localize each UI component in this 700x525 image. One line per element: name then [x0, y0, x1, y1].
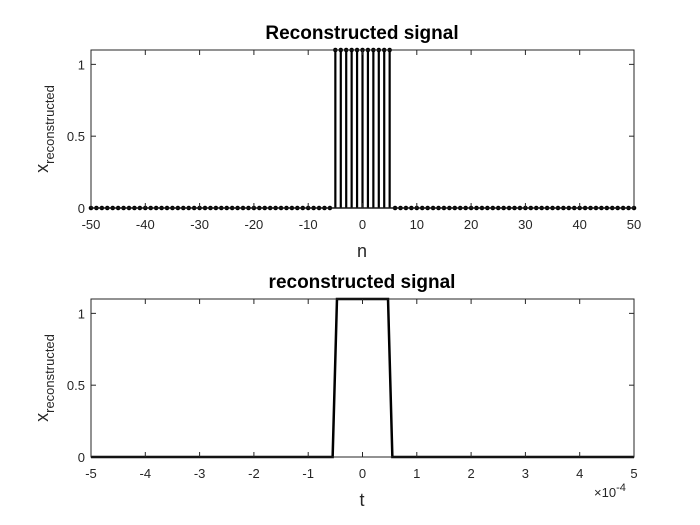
x-axis-label: n — [357, 241, 367, 261]
x-tick-label: -2 — [248, 466, 260, 481]
line-plot-panel: reconstructed signal -5 -4 -3 -2 -1 0 1 2 3 4 5 0 0.… — [32, 272, 638, 510]
stem-plot-panel: Reconstructed signal -50 -40 -30 -20 -10 0 10 2… — [32, 23, 641, 261]
y-tick-label: 0 — [78, 450, 85, 465]
x-tick-label: 30 — [518, 217, 532, 232]
x-tick-label: -20 — [245, 217, 264, 232]
x-tick-label: 3 — [522, 466, 529, 481]
x-tick-label: 2 — [467, 466, 474, 481]
y-axis-label: xreconstructed — [32, 85, 57, 173]
x-tick-label: 50 — [627, 217, 641, 232]
x-tick-label: 0 — [359, 466, 366, 481]
y-axis-label-main: x — [32, 413, 52, 422]
chart-title: Reconstructed signal — [265, 23, 458, 44]
x-tick-label: 20 — [464, 217, 478, 232]
x-tick-label: 10 — [410, 217, 424, 232]
x-tick-label: 1 — [413, 466, 420, 481]
y-tick-label: 0.5 — [67, 129, 85, 144]
x-tick-label: -5 — [85, 466, 97, 481]
x-tick-label: -1 — [302, 466, 314, 481]
x-tick-label: -30 — [190, 217, 209, 232]
y-axis-label-main: x — [32, 164, 52, 173]
x-tick-label: -10 — [299, 217, 318, 232]
x-tick-label: 40 — [572, 217, 586, 232]
x-tick-label: -40 — [136, 217, 155, 232]
x-exponent-label: ×10-4 — [594, 482, 626, 500]
x-tick-label: 5 — [630, 466, 637, 481]
x-tick-label: -4 — [140, 466, 152, 481]
y-axis-label-sub: reconstructed — [42, 85, 57, 164]
y-axis-label-sub: reconstructed — [42, 334, 57, 413]
plot-area — [91, 299, 634, 457]
y-tick-label: 1 — [78, 306, 85, 321]
y-axis-label: xreconstructed — [32, 334, 57, 422]
x-axis-label: t — [359, 490, 364, 510]
x-tick-label: -3 — [194, 466, 206, 481]
chart-title: reconstructed signal — [269, 272, 456, 293]
y-tick-label: 0 — [78, 201, 85, 216]
y-tick-label: 0.5 — [67, 378, 85, 393]
x-tick-label: 4 — [576, 466, 583, 481]
y-tick-label: 1 — [78, 57, 85, 72]
x-tick-label: 0 — [359, 217, 366, 232]
x-tick-label: -50 — [82, 217, 101, 232]
